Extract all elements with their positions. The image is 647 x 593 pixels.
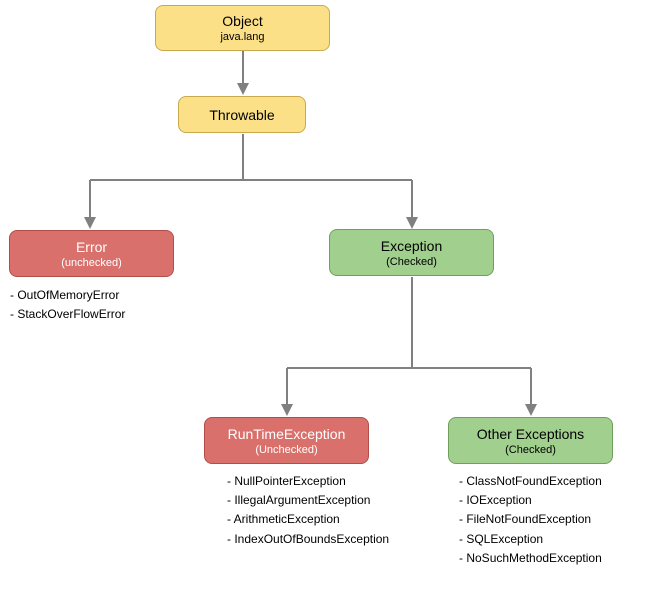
node-exception-subtitle: (Checked) — [386, 256, 437, 268]
list-item: IllegalArgumentException — [227, 491, 389, 510]
node-runtime-subtitle: (Unchecked) — [255, 444, 317, 456]
node-runtime: RunTimeException (Unchecked) — [204, 417, 369, 464]
node-object-title: Object — [222, 13, 262, 29]
node-error-subtitle: (unchecked) — [61, 257, 122, 269]
list-item: NoSuchMethodException — [459, 549, 602, 568]
node-throwable-title: Throwable — [209, 107, 274, 123]
list-runtime: NullPointerExceptionIllegalArgumentExcep… — [227, 472, 389, 549]
list-item: ArithmeticException — [227, 510, 389, 529]
list-item: StackOverFlowError — [10, 305, 125, 324]
list-item: FileNotFoundException — [459, 510, 602, 529]
list-item: SQLException — [459, 530, 602, 549]
node-other-title: Other Exceptions — [477, 426, 584, 442]
list-item: NullPointerException — [227, 472, 389, 491]
list-other: ClassNotFoundExceptionIOExceptionFileNot… — [459, 472, 602, 568]
node-object-subtitle: java.lang — [220, 31, 264, 43]
node-runtime-title: RunTimeException — [228, 426, 346, 442]
node-object: Object java.lang — [155, 5, 330, 51]
list-error: OutOfMemoryErrorStackOverFlowError — [10, 286, 125, 324]
list-item: ClassNotFoundException — [459, 472, 602, 491]
list-item: OutOfMemoryError — [10, 286, 125, 305]
list-item: IndexOutOfBoundsException — [227, 530, 389, 549]
list-item: IOException — [459, 491, 602, 510]
node-other: Other Exceptions (Checked) — [448, 417, 613, 464]
node-error: Error (unchecked) — [9, 230, 174, 277]
node-exception: Exception (Checked) — [329, 229, 494, 276]
node-exception-title: Exception — [381, 238, 442, 254]
node-other-subtitle: (Checked) — [505, 444, 556, 456]
node-error-title: Error — [76, 239, 107, 255]
node-throwable: Throwable — [178, 96, 306, 133]
